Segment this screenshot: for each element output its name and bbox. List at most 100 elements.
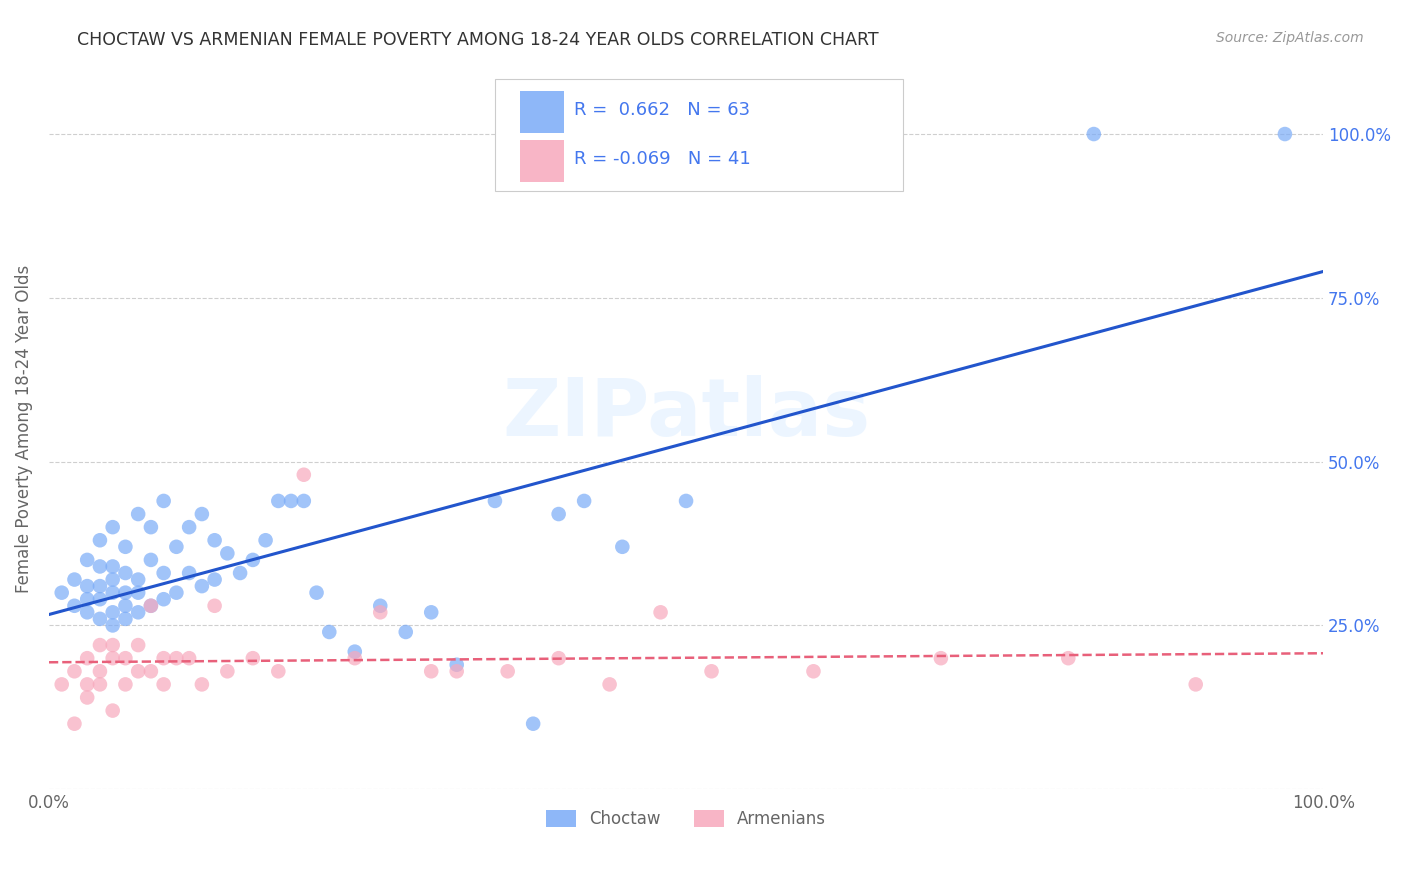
Point bbox=[114, 540, 136, 554]
Point bbox=[76, 579, 98, 593]
Point bbox=[89, 677, 111, 691]
Point bbox=[101, 618, 124, 632]
Point bbox=[368, 605, 391, 619]
Point bbox=[127, 638, 149, 652]
Point bbox=[63, 599, 86, 613]
Point bbox=[101, 520, 124, 534]
Point bbox=[63, 665, 86, 679]
Point bbox=[267, 665, 290, 679]
Point bbox=[191, 579, 214, 593]
Point bbox=[139, 520, 162, 534]
Point bbox=[139, 665, 162, 679]
Point bbox=[139, 553, 162, 567]
Point bbox=[139, 599, 162, 613]
Point bbox=[127, 605, 149, 619]
Point bbox=[127, 585, 149, 599]
Point bbox=[217, 665, 239, 679]
Point bbox=[114, 566, 136, 580]
Point bbox=[165, 540, 187, 554]
Point bbox=[484, 494, 506, 508]
Point bbox=[1057, 651, 1080, 665]
Point bbox=[547, 507, 569, 521]
FancyBboxPatch shape bbox=[520, 140, 564, 182]
Point bbox=[114, 651, 136, 665]
Point bbox=[572, 494, 595, 508]
Y-axis label: Female Poverty Among 18-24 Year Olds: Female Poverty Among 18-24 Year Olds bbox=[15, 265, 32, 593]
Point bbox=[292, 494, 315, 508]
Point bbox=[700, 665, 723, 679]
Point bbox=[496, 665, 519, 679]
Point bbox=[89, 592, 111, 607]
Point bbox=[51, 677, 73, 691]
Point bbox=[76, 651, 98, 665]
Point bbox=[343, 645, 366, 659]
FancyBboxPatch shape bbox=[520, 91, 564, 134]
Point bbox=[114, 599, 136, 613]
Point bbox=[89, 579, 111, 593]
Point bbox=[1083, 127, 1105, 141]
Point bbox=[63, 573, 86, 587]
Point bbox=[280, 494, 302, 508]
Point bbox=[114, 677, 136, 691]
Point bbox=[76, 677, 98, 691]
Point bbox=[76, 690, 98, 705]
Point bbox=[929, 651, 952, 665]
Point bbox=[152, 651, 174, 665]
Point bbox=[127, 573, 149, 587]
Point bbox=[101, 605, 124, 619]
Point bbox=[318, 624, 340, 639]
Point bbox=[76, 605, 98, 619]
Point bbox=[204, 533, 226, 548]
Point bbox=[254, 533, 277, 548]
Point bbox=[101, 573, 124, 587]
Point bbox=[803, 665, 825, 679]
Point bbox=[1184, 677, 1206, 691]
Point bbox=[179, 566, 201, 580]
Point bbox=[368, 599, 391, 613]
Point bbox=[89, 533, 111, 548]
Text: R =  0.662   N = 63: R = 0.662 N = 63 bbox=[574, 102, 749, 120]
Legend: Choctaw, Armenians: Choctaw, Armenians bbox=[538, 804, 832, 835]
Point bbox=[139, 599, 162, 613]
Text: CHOCTAW VS ARMENIAN FEMALE POVERTY AMONG 18-24 YEAR OLDS CORRELATION CHART: CHOCTAW VS ARMENIAN FEMALE POVERTY AMONG… bbox=[77, 31, 879, 49]
Point bbox=[152, 566, 174, 580]
Point bbox=[127, 665, 149, 679]
Point bbox=[547, 651, 569, 665]
Point bbox=[165, 651, 187, 665]
Point bbox=[101, 638, 124, 652]
Point bbox=[612, 540, 634, 554]
Point bbox=[292, 467, 315, 482]
Point bbox=[343, 651, 366, 665]
Point bbox=[152, 677, 174, 691]
Point bbox=[152, 592, 174, 607]
Text: R = -0.069   N = 41: R = -0.069 N = 41 bbox=[574, 151, 751, 169]
Point bbox=[51, 585, 73, 599]
Text: ZIPatlas: ZIPatlas bbox=[502, 376, 870, 453]
Point bbox=[89, 612, 111, 626]
Point bbox=[650, 605, 672, 619]
Point bbox=[101, 651, 124, 665]
Point bbox=[89, 665, 111, 679]
Point bbox=[675, 494, 697, 508]
Point bbox=[242, 651, 264, 665]
Point bbox=[179, 651, 201, 665]
Point bbox=[217, 546, 239, 560]
Point bbox=[127, 507, 149, 521]
Text: Source: ZipAtlas.com: Source: ZipAtlas.com bbox=[1216, 31, 1364, 45]
Point bbox=[522, 716, 544, 731]
Point bbox=[101, 559, 124, 574]
Point bbox=[420, 605, 443, 619]
Point bbox=[152, 494, 174, 508]
Point bbox=[101, 704, 124, 718]
Point bbox=[1274, 127, 1296, 141]
Point bbox=[191, 507, 214, 521]
Point bbox=[89, 559, 111, 574]
Point bbox=[267, 494, 290, 508]
Point bbox=[165, 585, 187, 599]
Point bbox=[191, 677, 214, 691]
Point bbox=[446, 665, 468, 679]
Point bbox=[229, 566, 252, 580]
FancyBboxPatch shape bbox=[495, 79, 903, 191]
Point bbox=[114, 612, 136, 626]
Point bbox=[204, 573, 226, 587]
